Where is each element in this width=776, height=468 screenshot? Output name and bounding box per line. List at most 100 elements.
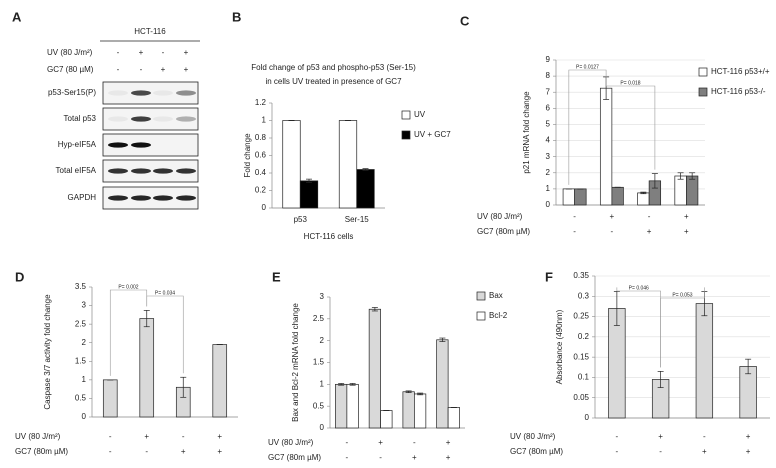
y-tick-label: 2 — [546, 168, 551, 177]
y-tick-label: 0.5 — [313, 401, 325, 410]
bar — [599, 87, 613, 206]
blot-band — [108, 90, 128, 96]
significance-bracket — [146, 295, 184, 374]
y-axis-label: Fold change — [243, 133, 252, 178]
legend-label: HCT-116 p53-/- — [711, 87, 766, 96]
blot-band — [176, 90, 196, 96]
bar — [739, 366, 757, 419]
legend-label: UV — [414, 110, 426, 119]
bar — [346, 383, 359, 429]
band-label: Hyp-eIF5A — [58, 140, 97, 149]
bar — [562, 188, 575, 206]
blot-band — [153, 90, 173, 96]
condition-label: GC7 (80 µM) — [47, 65, 94, 74]
panel-letter: C — [460, 13, 470, 28]
blot-band — [108, 142, 128, 148]
bar — [335, 383, 348, 429]
condition-sign: - — [182, 432, 185, 441]
y-tick-label: 0 — [320, 423, 325, 432]
condition-sign: - — [659, 447, 662, 456]
condition-sign: - — [140, 65, 143, 74]
legend-swatch — [476, 291, 486, 301]
bar — [356, 169, 375, 209]
p-value: P= 0.0127 — [576, 64, 599, 70]
condition-sign: + — [684, 212, 689, 221]
panel-letter: B — [232, 9, 241, 24]
condition-label: GC7 (80m µM) — [15, 447, 68, 456]
legend-swatch — [401, 130, 411, 140]
p-value: P= 0.053 — [672, 292, 692, 298]
band-label: Total p53 — [64, 114, 97, 123]
legend-swatch — [401, 110, 411, 120]
condition-sign: + — [412, 453, 417, 462]
condition-sign: + — [378, 438, 383, 447]
condition-sign: + — [217, 447, 222, 456]
legend-label: Bcl-2 — [489, 311, 508, 320]
chart-title: in cells UV treated in presence of GC7 — [265, 77, 402, 86]
y-tick-label: 0.1 — [578, 373, 590, 382]
condition-label: UV (80 J/m²) — [15, 432, 61, 441]
legend-label: UV + GC7 — [414, 130, 451, 139]
bar — [338, 120, 358, 209]
condition-sign: - — [117, 65, 120, 74]
condition-sign: - — [573, 227, 576, 236]
bar — [574, 188, 587, 206]
condition-sign: - — [145, 447, 148, 456]
y-tick-label: 3.5 — [75, 282, 87, 291]
y-tick-label: 1 — [546, 184, 551, 193]
cell-line: HCT-116 — [134, 27, 166, 36]
bar — [611, 186, 624, 206]
blot-band — [131, 168, 151, 174]
y-tick-label: 4 — [546, 136, 551, 145]
bar — [380, 410, 393, 429]
bar — [368, 308, 381, 429]
y-tick-label: 3 — [82, 301, 87, 310]
legend-swatch — [476, 311, 486, 321]
y-tick-label: 0 — [82, 412, 87, 421]
y-tick-label: 0.3 — [578, 291, 590, 300]
condition-sign: + — [746, 432, 751, 441]
bar — [282, 120, 301, 209]
condition-sign: + — [184, 65, 189, 74]
bar — [637, 192, 650, 206]
y-tick-label: 1.5 — [75, 356, 87, 365]
y-tick-label: 3 — [546, 152, 551, 161]
y-tick-label: 0.25 — [573, 312, 589, 321]
panel-letter: E — [272, 269, 281, 284]
y-tick-label: 0.2 — [255, 186, 267, 195]
condition-sign: + — [647, 227, 652, 236]
bar — [436, 339, 449, 429]
condition-sign: + — [161, 65, 166, 74]
blot-band — [176, 116, 196, 122]
blot-band — [131, 116, 151, 122]
p-value: P= 0.034 — [155, 290, 175, 296]
condition-sign: + — [217, 432, 222, 441]
band-label: GAPDH — [68, 193, 97, 202]
condition-label: UV (80 J/m²) — [268, 438, 314, 447]
condition-sign: + — [181, 447, 186, 456]
y-axis-label: Bax and Bcl-2 mRNA fold change — [291, 303, 300, 422]
bar — [695, 303, 714, 419]
y-tick-label: 0.2 — [578, 332, 590, 341]
y-tick-label: 7 — [546, 87, 551, 96]
y-tick-label: 2 — [82, 338, 87, 347]
condition-sign: + — [702, 447, 707, 456]
p-value: P= 0.046 — [629, 285, 649, 291]
p-value: P= 0.018 — [620, 80, 640, 86]
legend-swatch — [698, 87, 708, 97]
condition-sign: - — [379, 453, 382, 462]
y-tick-label: 2 — [320, 336, 325, 345]
y-tick-label: 0 — [546, 200, 551, 209]
condition-sign: - — [109, 432, 112, 441]
condition-sign: - — [109, 447, 112, 456]
condition-sign: + — [610, 212, 615, 221]
panel-letter: D — [15, 269, 24, 284]
blot-band — [176, 195, 196, 201]
condition-sign: - — [616, 432, 619, 441]
y-tick-label: 0.05 — [573, 393, 589, 402]
blot-band — [176, 168, 196, 174]
blot-band — [153, 168, 173, 174]
y-axis-label: p21 mRNA fold change — [522, 91, 531, 174]
condition-sign: + — [446, 438, 451, 447]
